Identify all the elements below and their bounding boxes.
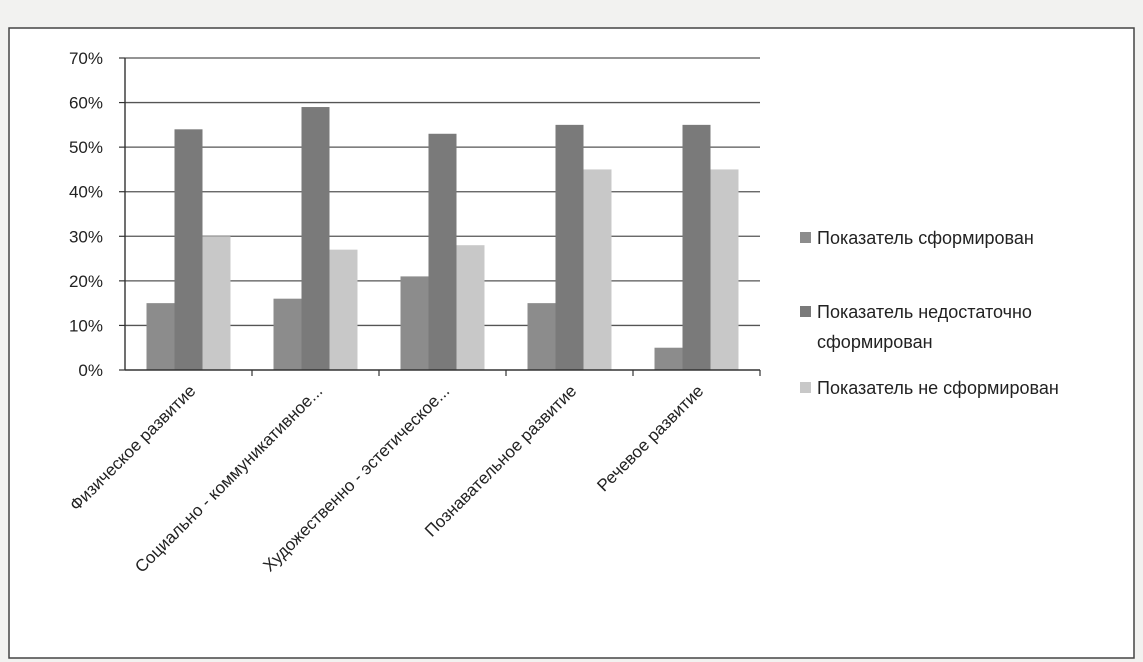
bar <box>654 347 683 370</box>
axes <box>119 57 761 376</box>
legend-label: Показатель не сформирован <box>817 378 1059 398</box>
legend: Показатель сформирован Показатель недоста… <box>800 228 1059 398</box>
bar <box>174 129 203 370</box>
y-tick-label: 0% <box>78 361 103 380</box>
legend-swatch <box>800 306 811 317</box>
bar <box>202 236 231 370</box>
y-tick-label: 30% <box>69 227 103 246</box>
y-tick-label: 50% <box>69 138 103 157</box>
y-tick-label: 10% <box>69 316 103 335</box>
bar <box>682 124 711 370</box>
bar <box>456 245 485 370</box>
bar <box>527 303 556 370</box>
bar <box>301 107 330 371</box>
bar <box>146 303 175 370</box>
legend-label: Показатель сформирован <box>817 228 1034 248</box>
bar <box>400 276 429 370</box>
bars <box>146 107 739 371</box>
bar <box>428 133 457 370</box>
legend-label: Показатель недостаточно сформирован <box>817 302 1032 352</box>
bar <box>329 249 358 370</box>
y-tick-label: 20% <box>69 272 103 291</box>
y-tick-label: 40% <box>69 183 103 202</box>
legend-swatch <box>800 382 811 393</box>
bar <box>583 169 612 370</box>
bar <box>710 169 739 370</box>
y-tick-labels: 0% 10% 20% 30% 40% 50% 60% 70% <box>69 49 103 380</box>
bar <box>273 298 302 370</box>
legend-swatch <box>800 232 811 243</box>
y-tick-label: 60% <box>69 94 103 113</box>
bar <box>555 124 584 370</box>
y-tick-label: 70% <box>69 49 103 68</box>
